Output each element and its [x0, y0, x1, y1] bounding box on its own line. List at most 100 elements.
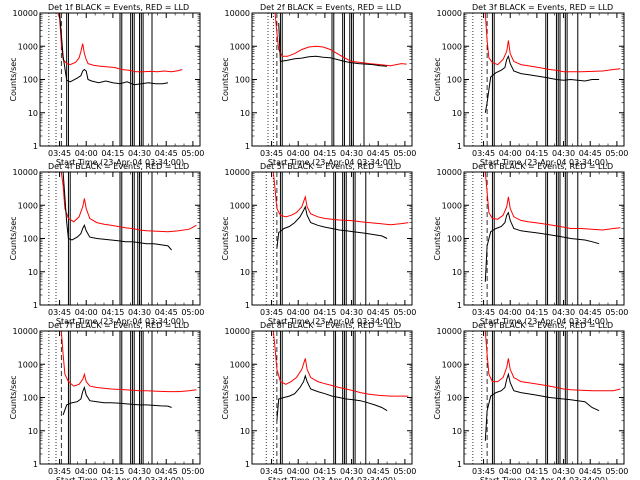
x-tick-label: 03:45 [472, 308, 495, 317]
x-axis-label: Start Time (23-Apr-04 03:34:00) [480, 476, 608, 480]
y-axis-label: Counts/sec [433, 216, 442, 260]
y-tick-label: 1000 [18, 360, 38, 369]
x-tick-label: 04:45 [155, 308, 178, 317]
y-tick-label: 10 [28, 268, 38, 277]
y-tick-label: 1 [245, 301, 250, 310]
x-tick-label: 04:45 [367, 149, 390, 158]
x-tick-label: 05:00 [393, 467, 416, 476]
y-tick-label: 10000 [225, 327, 250, 336]
y-tick-label: 10000 [13, 9, 38, 18]
x-axis-label: Start Time (23-Apr-04 03:34:00) [268, 317, 396, 326]
lld-rate-line [252, 13, 407, 67]
y-axis-label: Counts/sec [221, 57, 230, 101]
plot-frame [251, 330, 413, 465]
y-tick-label: 10 [452, 268, 462, 277]
panel-title: Det 7f BLACK = Events, RED = LLD [48, 321, 189, 330]
y-tick-label: 10 [452, 109, 462, 118]
x-tick-label: 03:45 [48, 149, 71, 158]
y-tick-label: 1 [245, 142, 250, 151]
series-group [464, 172, 621, 282]
y-tick-label: 1000 [442, 42, 462, 51]
x-axis-label: Start Time (23-Apr-04 03:34:00) [480, 317, 608, 326]
x-tick-label: 04:30 [128, 467, 151, 476]
y-tick-label: 10000 [437, 168, 462, 177]
events-rate-line [62, 172, 172, 251]
x-tick-label: 04:30 [552, 149, 575, 158]
plot-frame [463, 12, 625, 147]
y-tick-label: 1000 [442, 201, 462, 210]
detector-panel: Det 2f BLACK = Events, RED = LLD 1 10 100 10… [221, 3, 416, 167]
x-tick-label: 04:45 [367, 467, 390, 476]
y-tick-label: 100 [447, 76, 462, 85]
x-tick-label: 05:00 [181, 308, 204, 317]
y-tick-label: 10000 [13, 327, 38, 336]
x-tick-label: 05:00 [393, 149, 416, 158]
y-axis-label: Counts/sec [221, 216, 230, 260]
panel-title: Det 6f BLACK = Events, RED = LLD [472, 162, 613, 171]
x-tick-label: 04:30 [128, 149, 151, 158]
x-tick-label: 04:30 [340, 308, 363, 317]
x-tick-label: 04:45 [579, 149, 602, 158]
x-tick-label: 05:00 [605, 149, 628, 158]
events-rate-line [276, 374, 388, 421]
x-tick-label: 03:45 [260, 308, 283, 317]
events-rate-line [59, 13, 169, 86]
y-tick-label: 1 [33, 301, 38, 310]
series-group [252, 13, 407, 67]
detector-panel: Det 5f BLACK = Events, RED = LLD 1 10 100 10… [221, 162, 416, 326]
y-axis-label: Counts/sec [221, 375, 230, 419]
x-tick-label: 04:15 [101, 149, 124, 158]
detector-panel: Det 9f BLACK = Events, RED = LLD 1 10 100 10… [433, 321, 628, 480]
x-tick-label: 04:30 [340, 467, 363, 476]
x-tick-label: 04:15 [101, 467, 124, 476]
x-tick-label: 04:45 [579, 467, 602, 476]
detector-panel: Det 7f BLACK = Events, RED = LLD 1 10 100 10… [9, 321, 204, 480]
plot-frame [251, 171, 413, 306]
x-tick-label: 04:00 [75, 308, 98, 317]
y-tick-label: 10 [240, 427, 250, 436]
x-tick-label: 04:30 [340, 149, 363, 158]
x-tick-label: 03:45 [472, 467, 495, 476]
y-tick-label: 10000 [13, 168, 38, 177]
y-tick-label: 100 [447, 394, 462, 403]
panel-title: Det 2f BLACK = Events, RED = LLD [260, 3, 401, 12]
detector-panel: Det 1f BLACK = Events, RED = LLD 1 10 100 10… [9, 3, 204, 167]
x-tick-label: 04:00 [287, 308, 310, 317]
x-tick-label: 04:30 [552, 308, 575, 317]
y-tick-label: 100 [235, 76, 250, 85]
x-tick-label: 05:00 [605, 308, 628, 317]
y-tick-label: 1000 [18, 201, 38, 210]
panel-title: Det 8f BLACK = Events, RED = LLD [260, 321, 401, 330]
detector-panel: Det 6f BLACK = Events, RED = LLD 1 10 100 10… [433, 162, 628, 326]
x-tick-label: 04:00 [499, 308, 522, 317]
x-tick-label: 05:00 [605, 467, 628, 476]
x-axis-label: Start Time (23-Apr-04 03:34:00) [268, 158, 396, 167]
series-group [252, 331, 409, 421]
x-tick-label: 04:00 [499, 467, 522, 476]
series-group [464, 331, 621, 441]
y-tick-label: 1000 [442, 360, 462, 369]
y-tick-label: 100 [23, 394, 38, 403]
x-tick-label: 04:00 [75, 149, 98, 158]
y-axis-label: Counts/sec [433, 375, 442, 419]
y-tick-label: 10000 [437, 9, 462, 18]
y-tick-label: 1 [457, 301, 462, 310]
events-rate-line [484, 211, 600, 282]
panel-title: Det 5f BLACK = Events, RED = LLD [260, 162, 401, 171]
x-axis-label: Start Time (23-Apr-04 03:34:00) [56, 476, 184, 480]
y-tick-label: 1000 [230, 42, 250, 51]
x-tick-label: 05:00 [181, 467, 204, 476]
x-tick-label: 04:00 [75, 467, 98, 476]
y-axis-label: Counts/sec [433, 57, 442, 101]
x-tick-label: 04:00 [287, 467, 310, 476]
series-group [40, 13, 183, 86]
y-tick-label: 1 [33, 142, 38, 151]
panel-title: Det 9f BLACK = Events, RED = LLD [472, 321, 613, 330]
x-tick-label: 04:15 [313, 308, 336, 317]
x-tick-label: 03:45 [260, 149, 283, 158]
y-tick-label: 10 [240, 109, 250, 118]
y-axis-label: Counts/sec [9, 57, 18, 101]
plot-frame [463, 171, 625, 306]
events-rate-line [62, 385, 172, 416]
